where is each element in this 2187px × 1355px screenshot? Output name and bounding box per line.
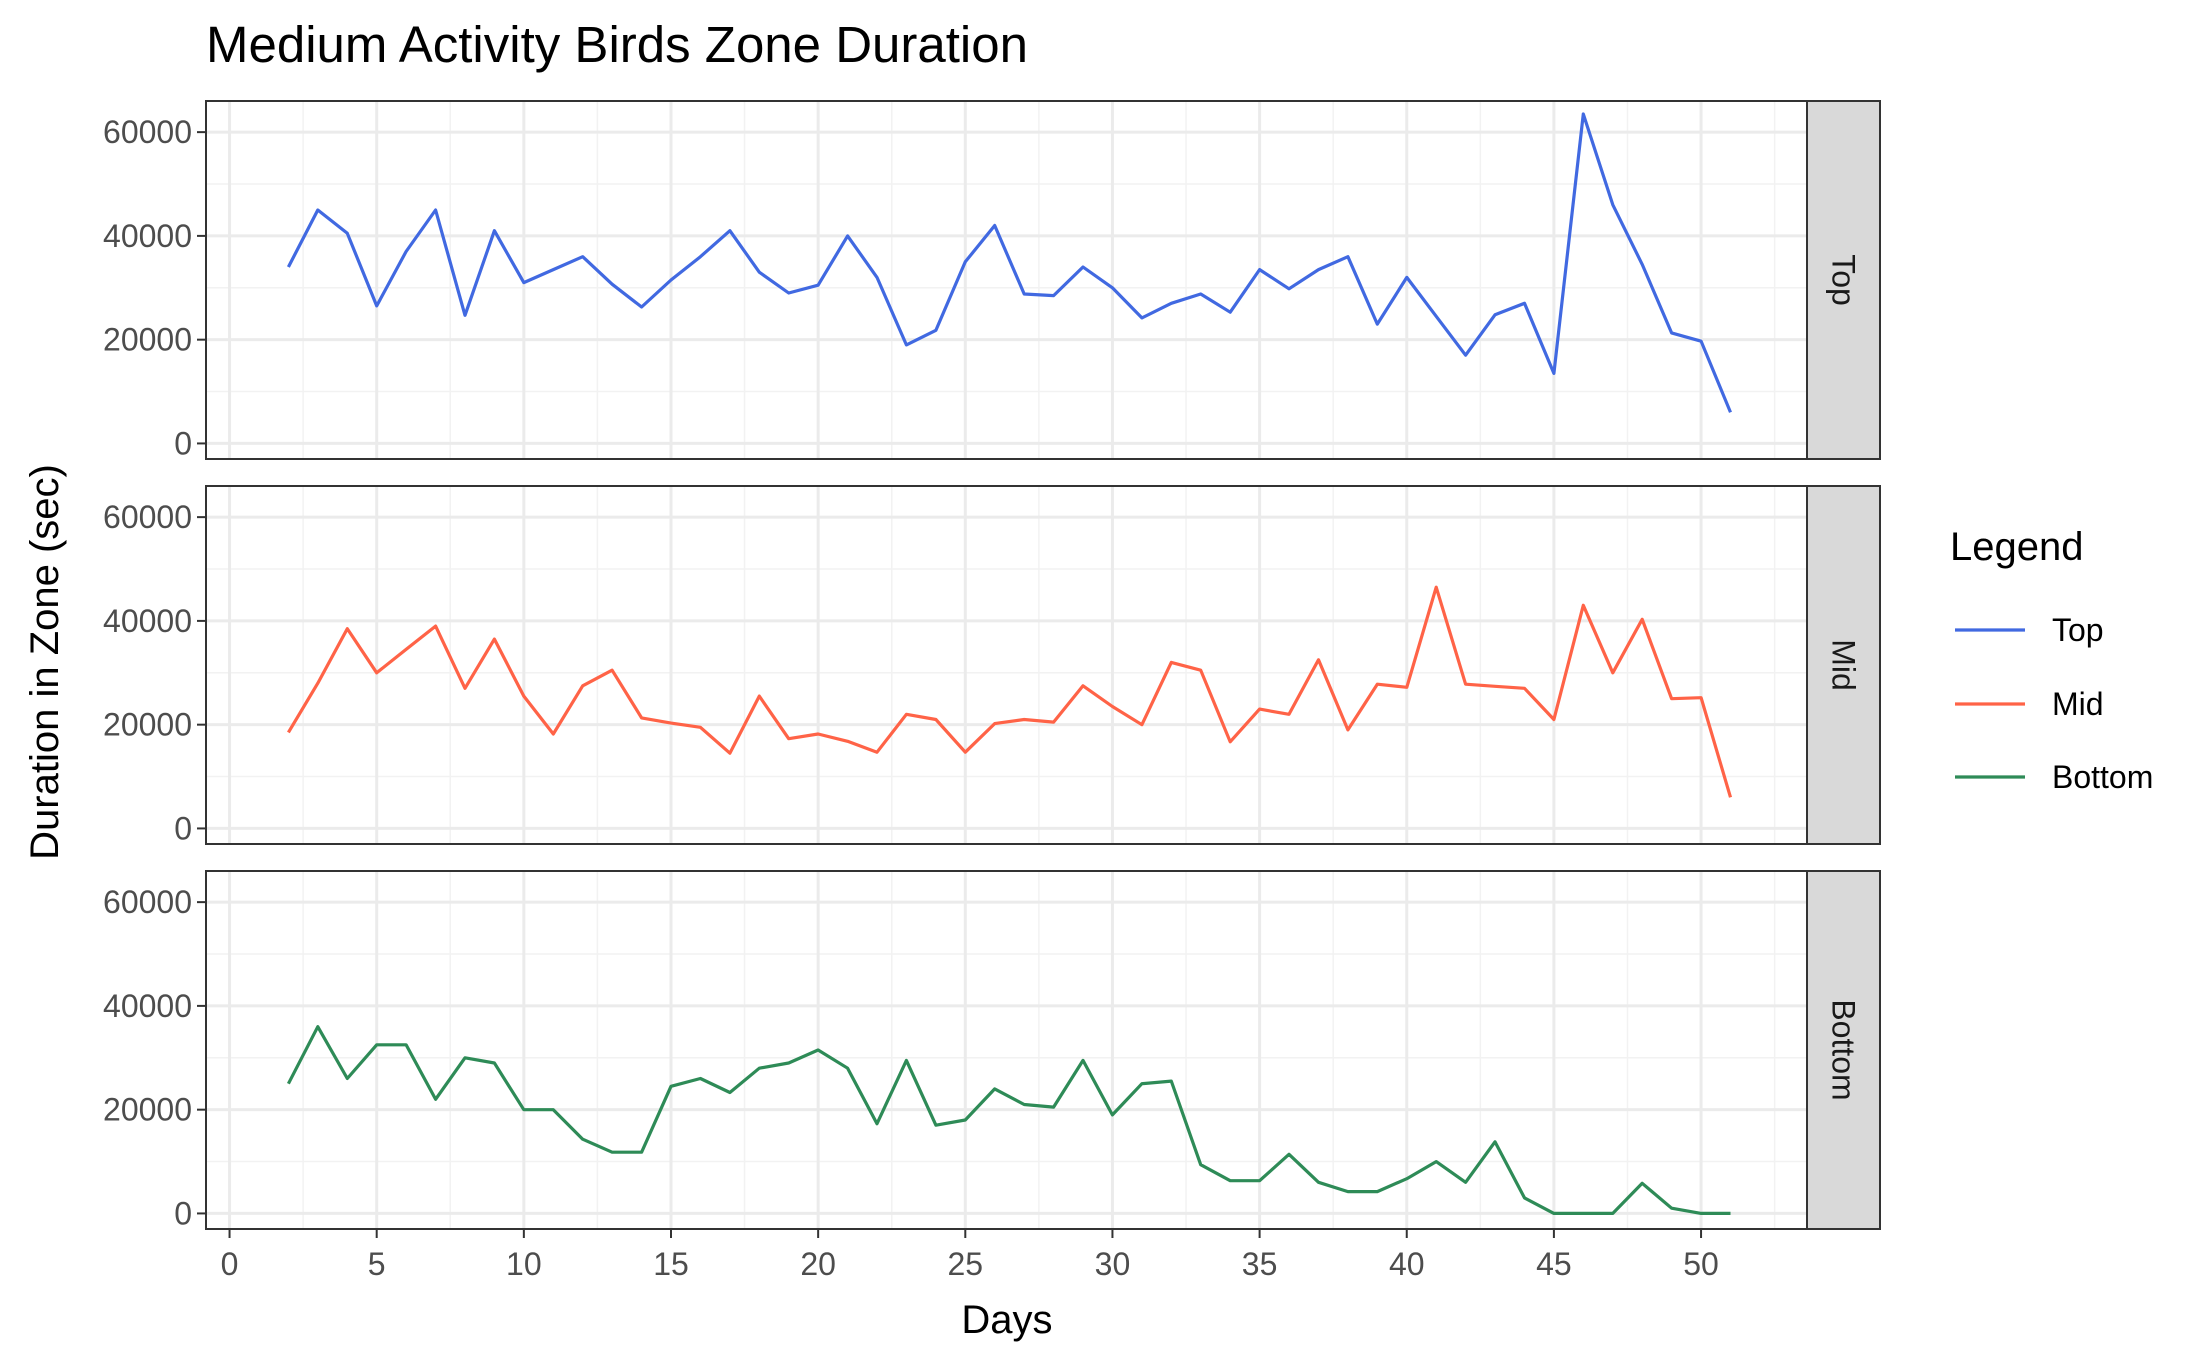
facet-strip <box>1806 485 1881 845</box>
legend-label: Top <box>2052 612 2104 648</box>
series-line-top <box>286 112 1732 413</box>
x-axis-title: Days <box>961 1298 1052 1342</box>
x-axis: 0 5 10 15 20 25 30 35 40 45 50 <box>221 1229 1719 1282</box>
legend: Legend Top Mid Bottom <box>1950 525 2153 795</box>
x-tick-label: 30 <box>1095 1246 1131 1282</box>
legend-title: Legend <box>1950 525 2083 569</box>
legend-label: Mid <box>2052 686 2104 722</box>
x-tick-label: 10 <box>506 1246 542 1282</box>
x-tick-label: 45 <box>1536 1246 1572 1282</box>
y-tick-label: 40000 <box>103 988 192 1024</box>
x-tick-label: 0 <box>221 1246 239 1282</box>
legend-item-mid: Mid <box>1955 686 2104 722</box>
series-line-mid <box>287 585 1733 798</box>
y-tick-label: 40000 <box>103 603 192 639</box>
panel-top: 0 20000 40000 60000 Top <box>103 100 1881 461</box>
series-line-bottom <box>286 1025 1731 1216</box>
x-tick-label: 35 <box>1242 1246 1278 1282</box>
y-tick-label: 20000 <box>103 707 192 743</box>
x-tick-label: 15 <box>653 1246 689 1282</box>
panel-background <box>206 871 1807 1229</box>
y-tick-label: 60000 <box>103 884 192 920</box>
legend-item-bottom: Bottom <box>1955 759 2153 795</box>
y-tick-label: 40000 <box>103 218 192 254</box>
x-tick-label: 40 <box>1389 1246 1425 1282</box>
legend-label: Bottom <box>2052 759 2153 795</box>
facet-strip <box>1806 870 1881 1230</box>
y-tick-label: 0 <box>174 425 192 461</box>
legend-item-top: Top <box>1955 612 2104 648</box>
y-tick-label: 0 <box>174 1195 192 1231</box>
facet-strip <box>1806 100 1881 460</box>
x-tick-label: 5 <box>368 1246 386 1282</box>
y-axis-title: Duration in Zone (sec) <box>23 464 67 860</box>
facet-panels: 0 20000 40000 60000 Top 0 20000 40000 60000 Mid 0 2… <box>103 100 1881 1231</box>
y-tick-label: 60000 <box>103 499 192 535</box>
x-tick-label: 25 <box>948 1246 984 1282</box>
facet-strip-label: Mid <box>1826 639 1862 691</box>
panel-background <box>206 486 1807 844</box>
chart-title: Medium Activity Birds Zone Duration <box>206 16 1028 73</box>
panel-mid: 0 20000 40000 60000 Mid <box>103 485 1881 846</box>
facet-strip-label: Top <box>1826 254 1862 306</box>
panel-background <box>206 101 1807 459</box>
y-tick-label: 0 <box>174 810 192 846</box>
legend-items: Top Mid Bottom <box>1955 612 2153 795</box>
y-tick-label: 20000 <box>103 322 192 358</box>
y-tick-label: 20000 <box>103 1092 192 1128</box>
facet-strip-label: Bottom <box>1826 999 1862 1100</box>
x-tick-label: 20 <box>800 1246 836 1282</box>
x-tick-label: 50 <box>1683 1246 1719 1282</box>
y-tick-label: 60000 <box>103 114 192 150</box>
panel-bottom: 0 20000 40000 60000 Bottom <box>103 870 1881 1231</box>
